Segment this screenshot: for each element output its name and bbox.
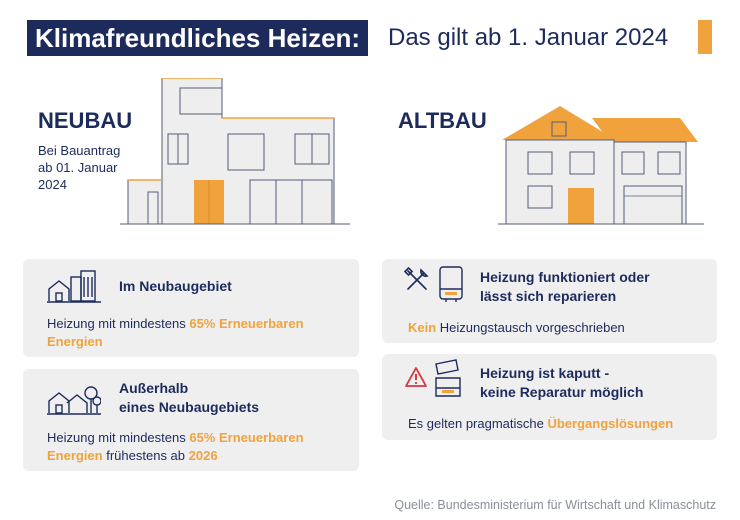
house-trees-icon (47, 386, 101, 415)
card-highlight: 65% Erneuerbaren (189, 316, 304, 331)
neubau-label: NEUBAU (38, 108, 133, 133)
page-subtitle: Das gilt ab 1. Januar 2024 (388, 24, 669, 51)
card-text-part: Es gelten pragmatische (408, 416, 548, 431)
card-highlight: Kein (408, 320, 437, 335)
source-note: Quelle: Bundesministerium für Wirtschaft… (394, 498, 716, 512)
neubau-house-illustration (120, 78, 350, 225)
neubau-note: Bei Bauantrag ab 01. Januar 2024 (38, 142, 120, 193)
heater-icon (439, 266, 463, 302)
altbau-house-illustration (498, 106, 704, 225)
page-title: Klimafreundliches Heizen: (27, 20, 369, 56)
card-funktioniert: Heizung funktioniert oder lässt sich rep… (382, 259, 717, 343)
altbau-label: ALTBAU (398, 108, 487, 133)
card-text: Es gelten pragmatische Übergangslösungen (408, 415, 708, 433)
card-text-part: Heizung mit mindestens (47, 316, 190, 331)
card-highlight: Übergangslösungen (547, 416, 674, 431)
neubau-note-line: ab 01. Januar (38, 160, 118, 175)
card-text: Heizung mit mindestens 65% Erneuerbaren … (47, 429, 347, 465)
tools-icon (404, 267, 429, 290)
card-title-line: keine Reparatur möglich (480, 384, 644, 400)
accent-bar (698, 20, 712, 54)
card-neubaugebiet: Im Neubaugebiet Heizung mit mindestens 6… (23, 259, 359, 357)
card-title: Heizung ist kaputt - keine Reparatur mög… (480, 364, 643, 402)
card-highlight: 65% Erneuerbaren (189, 430, 304, 445)
card-highlight: Energien (47, 334, 103, 349)
buildings-icon (47, 270, 101, 303)
card-text: Heizung mit mindestens 65% Erneuerbaren … (47, 315, 347, 351)
card-title-line: Heizung funktioniert oder (480, 269, 650, 285)
card-title: Im Neubaugebiet (119, 278, 232, 294)
card-title: Außerhalb eines Neubaugebiets (119, 379, 259, 417)
card-highlight: Energien (47, 448, 103, 463)
neubau-note-line: 2024 (38, 177, 67, 192)
card-title-line: eines Neubaugebiets (119, 399, 260, 415)
card-text-part: Heizungstausch vorgeschrieben (436, 320, 625, 335)
neubau-note-line: Bei Bauantrag (38, 143, 121, 158)
card-title-line: Heizung ist kaputt - (480, 365, 610, 381)
card-text-part: frühestens ab (102, 448, 189, 463)
card-title-line: lässt sich reparieren (480, 288, 617, 304)
card-highlight: 2026 (188, 448, 218, 463)
warning-icon (405, 367, 427, 387)
card-text-part: Heizung mit mindestens (47, 430, 190, 445)
card-ausserhalb: Außerhalb eines Neubaugebiets Heizung mi… (23, 369, 359, 471)
card-title: Heizung funktioniert oder lässt sich rep… (480, 268, 650, 306)
broken-heater-icon (435, 359, 461, 397)
card-text: Kein Heizungstausch vorgeschrieben (408, 319, 708, 337)
card-title-line: Außerhalb (119, 380, 189, 396)
card-kaputt: Heizung ist kaputt - keine Reparatur mög… (382, 354, 717, 440)
